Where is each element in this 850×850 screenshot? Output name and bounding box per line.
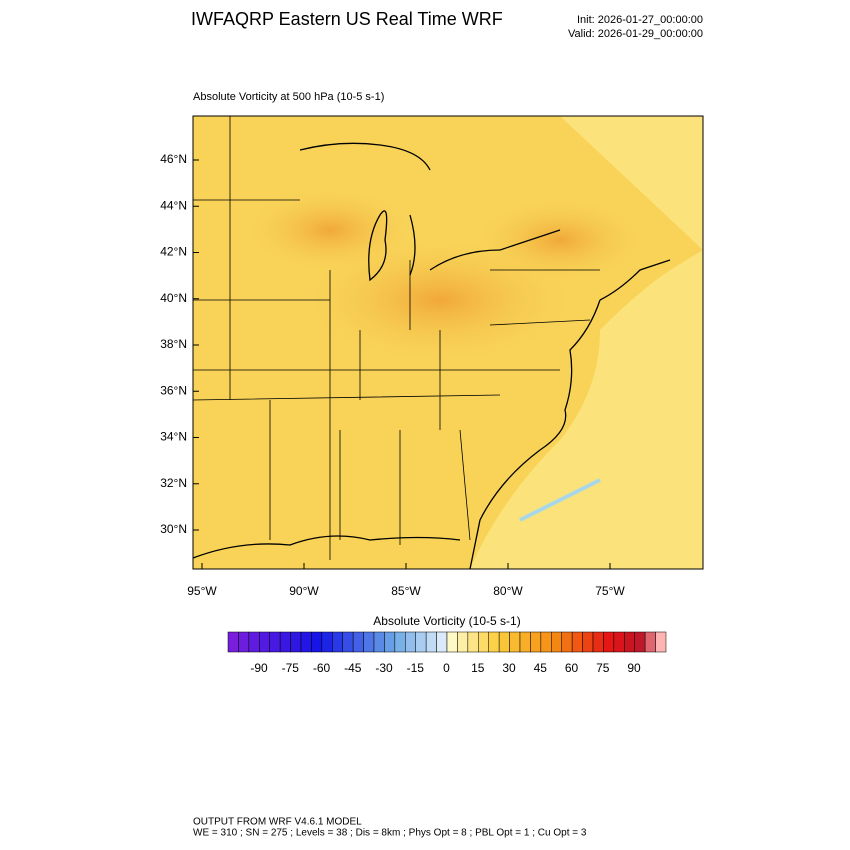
colorbar-box <box>582 631 594 653</box>
init-time: Init: 2026-01-27_00:00:00 <box>577 14 703 26</box>
lon-label: 90°W <box>289 584 319 598</box>
colorbar-box <box>227 631 239 653</box>
lat-label: 40°N <box>160 291 187 305</box>
colorbar-box <box>259 631 270 653</box>
colorbar-label: 0 <box>443 661 450 675</box>
colorbar-label: 45 <box>534 661 548 675</box>
colorbar-box <box>436 631 448 653</box>
lat-label: 46°N <box>160 152 187 166</box>
lon-label: 80°W <box>493 584 523 598</box>
valid-time: Valid: 2026-01-29_00:00:00 <box>568 28 703 40</box>
colorbar-label: 60 <box>565 661 579 675</box>
colorbar-label: 15 <box>471 661 485 675</box>
colorbar-label: -90 <box>250 661 268 675</box>
colorbar-box <box>603 631 615 653</box>
colorbar-box <box>467 631 479 653</box>
footer-line: WE = 310 ; SN = 275 ; Levels = 38 ; Dis … <box>193 828 587 839</box>
colorbar-box <box>405 631 416 653</box>
colorbar-label: 90 <box>627 661 641 675</box>
colorbar-box <box>363 631 375 653</box>
lat-label: 34°N <box>160 430 187 444</box>
colorbar-label: -30 <box>375 661 393 675</box>
colorbar-label: -45 <box>344 661 362 675</box>
colorbar-label: -15 <box>407 661 425 675</box>
colorbar-label: 75 <box>596 661 610 675</box>
colorbar-box <box>290 631 302 653</box>
colorbar-box <box>394 631 406 653</box>
lat-label: 36°N <box>160 383 187 397</box>
lon-label: 95°W <box>187 584 217 598</box>
colorbar-box <box>655 631 667 653</box>
map-subtitle: Absolute Vorticity at 500 hPa (10-5 s-1) <box>193 91 384 103</box>
colorbar-label: -75 <box>282 661 300 675</box>
colorbar-box <box>321 631 333 653</box>
title: IWFAQRP Eastern US Real Time WRF <box>191 9 503 29</box>
colorbar-box <box>279 631 291 653</box>
colorbar-box <box>332 631 343 653</box>
lat-label: 32°N <box>160 476 187 490</box>
colorbar-box <box>634 631 646 653</box>
colorbar-box <box>384 631 396 653</box>
map-frame <box>192 115 704 570</box>
map <box>193 116 703 569</box>
colorbar-box <box>415 631 427 653</box>
colorbar-box <box>300 631 312 653</box>
colorbar-box <box>373 631 385 653</box>
footer-line: OUTPUT FROM WRF V4.6.1 MODEL <box>193 817 362 828</box>
colorbar-box <box>352 631 364 653</box>
colorbar-label: -60 <box>313 661 331 675</box>
colorbar-box <box>571 631 583 653</box>
colorbar-box <box>478 631 489 653</box>
lon-label: 75°W <box>595 584 625 598</box>
colorbar-box <box>488 631 500 653</box>
colorbar-box <box>561 631 573 653</box>
colorbar-box <box>425 631 437 653</box>
lon-label: 85°W <box>391 584 421 598</box>
colorbar-box <box>269 631 281 653</box>
colorbar-box <box>540 631 552 653</box>
colorbar-box <box>248 631 260 653</box>
colorbar-box <box>498 631 510 653</box>
colorbar-box <box>457 631 469 653</box>
lat-label: 38°N <box>160 337 187 351</box>
lat-label: 44°N <box>160 198 187 212</box>
colorbar-box <box>592 631 604 653</box>
colorbar-box <box>519 631 531 653</box>
lat-label: 42°N <box>160 245 187 259</box>
colorbar-box <box>551 631 562 653</box>
colorbar-label: 30 <box>502 661 516 675</box>
lat-label: 30°N <box>160 522 187 536</box>
colorbar-box <box>342 631 354 653</box>
colorbar-title: Absolute Vorticity (10-5 s-1) <box>373 614 520 628</box>
colorbar-box <box>530 631 542 653</box>
colorbar-box <box>509 631 521 653</box>
colorbar-box <box>624 631 635 653</box>
colorbar-box <box>644 631 656 653</box>
colorbar-box <box>446 631 458 653</box>
colorbar-box <box>311 631 323 653</box>
colorbar-box <box>613 631 625 653</box>
colorbar-box <box>238 631 250 653</box>
